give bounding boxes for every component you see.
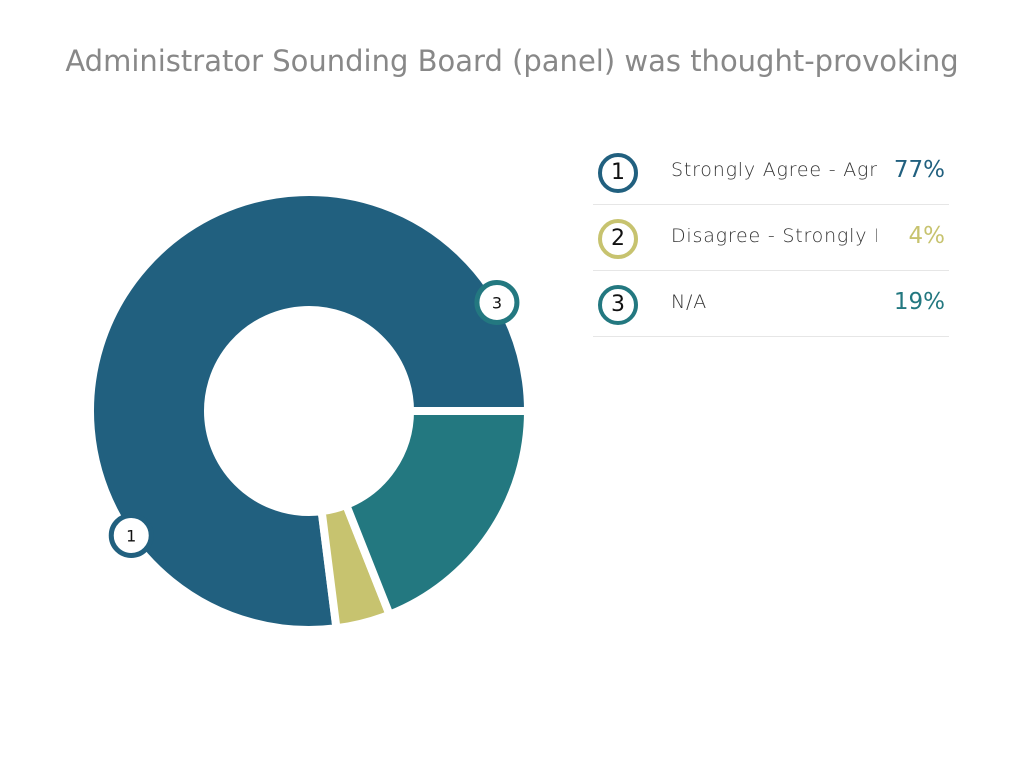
legend-value: 19% bbox=[893, 289, 945, 315]
slice-marker-label: 3 bbox=[492, 294, 502, 313]
chart-legend: 1 Strongly Agree - Agre 77% 2 Disagree -… bbox=[593, 139, 949, 337]
legend-item: 3 N/A 19% bbox=[593, 271, 949, 337]
legend-label: N/A bbox=[671, 291, 708, 313]
legend-marker: 3 bbox=[598, 285, 638, 325]
legend-label: Disagree - Strongly D bbox=[671, 225, 877, 247]
legend-marker: 2 bbox=[598, 219, 638, 259]
donut-slice bbox=[86, 188, 533, 634]
legend-label: Strongly Agree - Agre bbox=[671, 159, 877, 181]
legend-marker: 1 bbox=[598, 153, 638, 193]
slice-marker: 1 bbox=[108, 512, 154, 558]
donut-slice bbox=[340, 407, 533, 620]
slice-marker: 3 bbox=[474, 280, 520, 325]
legend-item: 1 Strongly Agree - Agre 77% bbox=[593, 139, 949, 205]
slice-marker-label: 1 bbox=[126, 526, 136, 545]
legend-value: 4% bbox=[908, 223, 946, 249]
legend-item: 2 Disagree - Strongly D 4% bbox=[593, 205, 949, 271]
chart-title: Administrator Sounding Board (panel) was… bbox=[65, 44, 959, 78]
legend-value: 77% bbox=[893, 157, 945, 183]
